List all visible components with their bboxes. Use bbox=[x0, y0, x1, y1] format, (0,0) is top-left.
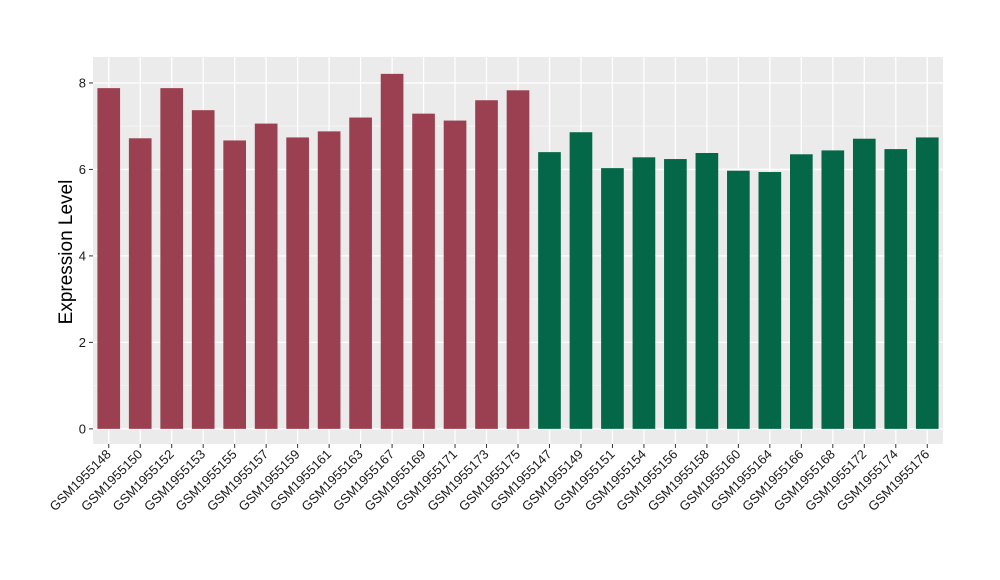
bar-GSM1955156 bbox=[664, 159, 687, 429]
bar-GSM1955154 bbox=[632, 157, 656, 429]
y-tick-label: 4 bbox=[79, 248, 86, 263]
bar-GSM1955157 bbox=[254, 123, 278, 429]
x-axis: GSM1955148GSM1955150GSM1955152GSM1955153… bbox=[47, 444, 932, 514]
bar-GSM1955151 bbox=[601, 168, 624, 429]
bar-GSM1955167 bbox=[380, 73, 404, 429]
bar-GSM1955169 bbox=[412, 113, 435, 429]
bar-GSM1955163 bbox=[349, 117, 372, 429]
bar-GSM1955172 bbox=[852, 138, 876, 429]
bar-GSM1955149 bbox=[569, 132, 593, 429]
bar-GSM1955171 bbox=[443, 120, 467, 429]
y-tick-label: 6 bbox=[79, 162, 86, 177]
bar-GSM1955164 bbox=[758, 172, 782, 429]
y-tick-label: 2 bbox=[79, 335, 86, 350]
bar-GSM1955159 bbox=[286, 137, 309, 429]
bar-GSM1955176 bbox=[915, 137, 939, 429]
bar-GSM1955166 bbox=[790, 154, 813, 429]
bar-GSM1955150 bbox=[128, 138, 152, 429]
bar-GSM1955158 bbox=[695, 152, 719, 429]
bar-GSM1955153 bbox=[191, 110, 215, 429]
bar-GSM1955168 bbox=[821, 150, 845, 429]
bar-GSM1955155 bbox=[223, 140, 246, 429]
bar-GSM1955147 bbox=[538, 152, 561, 429]
bar-GSM1955161 bbox=[317, 131, 341, 429]
y-tick-label: 0 bbox=[79, 421, 86, 436]
y-axis-title: Expression Level bbox=[56, 180, 77, 325]
bar-GSM1955174 bbox=[884, 149, 908, 429]
bar-GSM1955160 bbox=[727, 170, 750, 429]
bar-GSM1955173 bbox=[475, 100, 498, 429]
y-axis: 0 2 4 6 8 bbox=[79, 75, 93, 436]
bars bbox=[97, 73, 939, 429]
bar-GSM1955148 bbox=[97, 88, 121, 429]
bar-GSM1955152 bbox=[160, 88, 184, 429]
bar-GSM1955175 bbox=[506, 90, 530, 429]
y-tick-label: 8 bbox=[79, 75, 86, 90]
